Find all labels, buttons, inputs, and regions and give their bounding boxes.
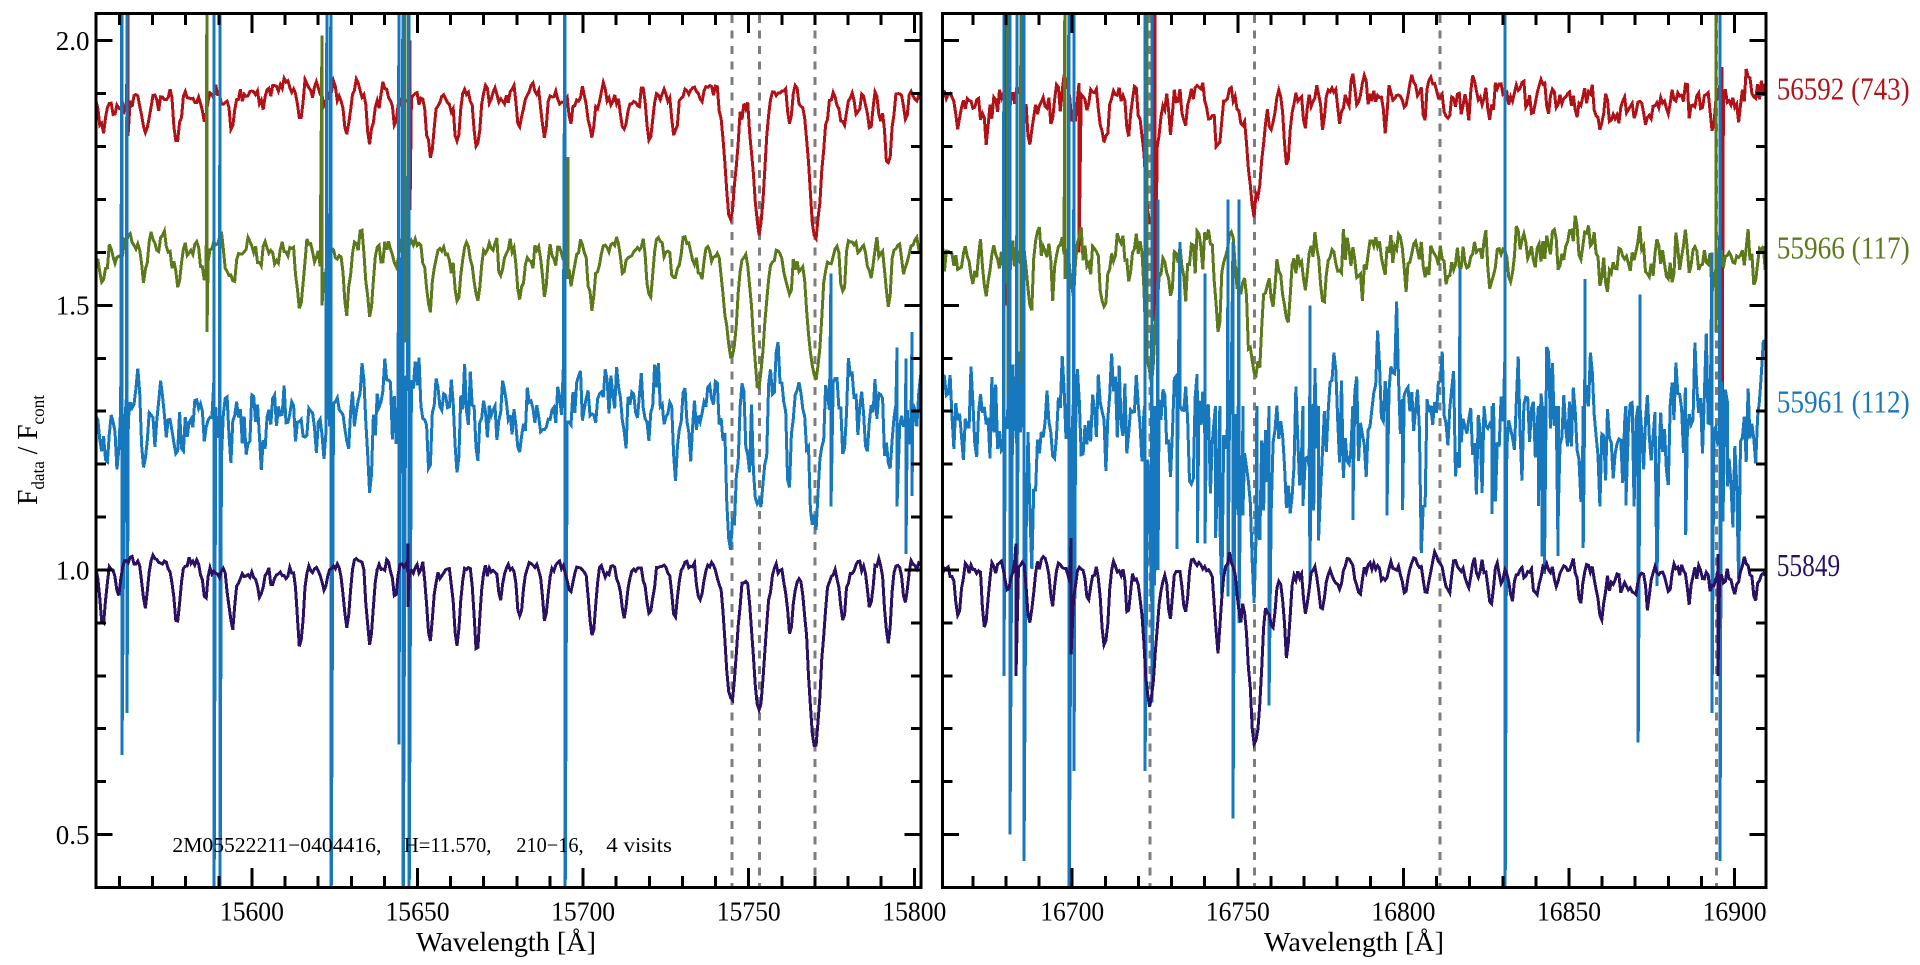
svg-text:1.5: 1.5 [56, 291, 90, 321]
svg-text:56592 (743): 56592 (743) [1777, 70, 1910, 106]
svg-text:15800: 15800 [882, 897, 946, 927]
svg-text:15600: 15600 [220, 897, 284, 927]
svg-text:2M05522211−0404416,: 2M05522211−0404416, [172, 833, 381, 857]
svg-text:H=11.570,: H=11.570, [404, 833, 492, 857]
svg-text:55961 (112): 55961 (112) [1777, 384, 1910, 420]
svg-text:16750: 16750 [1206, 897, 1270, 927]
svg-text:4 visits: 4 visits [606, 833, 672, 857]
svg-text:16800: 16800 [1371, 897, 1435, 927]
svg-text:16700: 16700 [1040, 897, 1104, 927]
svg-text:0.5: 0.5 [56, 820, 90, 850]
svg-text:16850: 16850 [1537, 897, 1601, 927]
svg-text:15700: 15700 [551, 897, 615, 927]
svg-text:210−16,: 210−16, [516, 833, 583, 857]
svg-text:15750: 15750 [717, 897, 781, 927]
svg-text:55849: 55849 [1777, 547, 1841, 583]
svg-text:15650: 15650 [386, 897, 450, 927]
svg-text:2.0: 2.0 [56, 26, 90, 56]
svg-text:1.0: 1.0 [56, 555, 90, 585]
svg-text:16900: 16900 [1703, 897, 1767, 927]
svg-text:Wavelength [Å]: Wavelength [Å] [1264, 926, 1444, 957]
svg-text:55966 (117): 55966 (117) [1777, 230, 1910, 266]
svg-text:Wavelength [Å]: Wavelength [Å] [416, 926, 596, 957]
